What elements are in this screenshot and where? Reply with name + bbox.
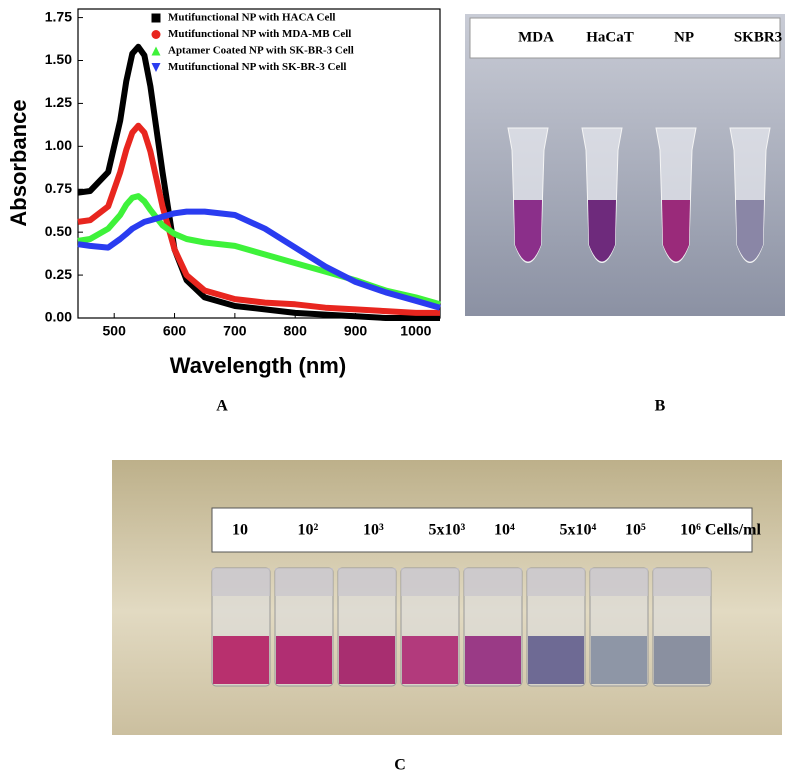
concentration-label: 5x10³	[429, 522, 466, 539]
vial-liquid	[654, 636, 710, 684]
legend-label: Mutifunctional NP with SK-BR-3 Cell	[168, 61, 346, 73]
x-tick-label: 600	[163, 323, 187, 339]
vial-cap	[527, 568, 585, 596]
legend-marker	[151, 13, 161, 23]
panel-label: C	[394, 757, 406, 774]
x-tick-label: 900	[344, 323, 368, 339]
legend-marker	[151, 46, 161, 56]
legend-label: Mutifunctional NP with HACA Cell	[168, 12, 335, 24]
panel-label: B	[655, 398, 666, 415]
vial-cap	[212, 568, 270, 596]
vial-cap	[590, 568, 648, 596]
data-line	[77, 122, 440, 316]
legend-marker	[151, 30, 161, 39]
concentration-label: 10⁶ Cells/ml	[680, 522, 761, 539]
legend-marker	[151, 63, 161, 72]
vial-liquid	[339, 636, 395, 684]
x-tick-label: 500	[103, 323, 127, 339]
tube-liquid	[514, 200, 542, 262]
tubes: MDA HaCaT NP SKBR3	[507, 29, 782, 263]
vial-cap	[401, 568, 459, 596]
vial-cap	[275, 568, 333, 596]
data-line	[77, 193, 441, 308]
concentration-label: 10²	[298, 522, 319, 539]
vial-cap	[338, 568, 396, 596]
tube-label: SKBR3	[734, 29, 782, 45]
vial-cap	[653, 568, 711, 596]
y-axis-label: Absorbance	[6, 99, 31, 226]
tube-label: HaCaT	[586, 29, 634, 45]
plot-frame	[77, 8, 441, 319]
vial-liquid	[276, 636, 332, 684]
vial-liquid	[528, 636, 584, 684]
legend-label: Aptamer Coated NP with SK-BR-3 Cell	[168, 45, 354, 57]
vial-liquid	[213, 636, 269, 684]
vial-liquid	[402, 636, 458, 684]
label-strip	[211, 507, 753, 553]
legend-label: Mutifunctional NP with MDA-MB Cell	[168, 28, 351, 40]
y-tick-label: 1.75	[45, 8, 72, 24]
concentration-label: 10³	[363, 522, 384, 539]
vials: 10 10² 10³ 5x10³ 10⁴ 5x10⁴ 10⁵ 10⁶ Cells/ml	[211, 522, 761, 687]
y-tick-label: 1.25	[45, 94, 72, 110]
data-line	[77, 208, 441, 311]
tube-label: NP	[674, 29, 694, 45]
x-tick-label: 1000	[400, 323, 431, 339]
y-tick-label: 1.00	[45, 137, 72, 153]
x-tick-label: 800	[284, 323, 308, 339]
label-strip	[469, 17, 781, 59]
concentration-label: 10⁴	[494, 522, 515, 539]
tube-liquid	[662, 200, 690, 262]
x-axis-label: Wavelength (nm)	[170, 353, 346, 378]
photo-c: 10 10² 10³ 5x10³ 10⁴ 5x10⁴ 10⁵ 10⁶ Cells/ml	[112, 460, 782, 735]
y-tick-label: 0.50	[45, 223, 72, 239]
tube-liquid	[588, 200, 616, 262]
photo-b: MDA HaCaT NP SKBR3	[465, 14, 785, 316]
data-line	[77, 43, 440, 321]
concentration-label: 10	[232, 522, 248, 539]
panel-label: A	[216, 398, 228, 415]
vial-liquid	[591, 636, 647, 684]
y-tick-label: 0.00	[45, 309, 72, 325]
vial-liquid	[465, 636, 521, 684]
x-tick-label: 700	[223, 323, 247, 339]
vial-cap	[464, 568, 522, 596]
y-tick-label: 0.25	[45, 266, 72, 282]
y-tick-label: 0.75	[45, 180, 72, 196]
concentration-label: 10⁵	[625, 522, 646, 539]
y-tick-label: 1.50	[45, 51, 72, 67]
tube-label: MDA	[518, 29, 554, 45]
concentration-label: 5x10⁴	[560, 522, 597, 539]
tube-liquid	[736, 200, 764, 262]
